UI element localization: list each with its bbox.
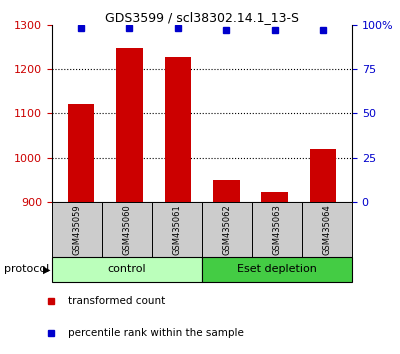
Text: GSM435063: GSM435063 (272, 204, 282, 255)
Title: GDS3599 / scl38302.14.1_13-S: GDS3599 / scl38302.14.1_13-S (105, 11, 299, 24)
Bar (68, 104, 94, 202)
Bar (252, 202, 302, 257)
Text: GSM435064: GSM435064 (322, 204, 332, 255)
Bar (52, 202, 102, 257)
Bar (152, 202, 202, 257)
Bar (310, 149, 336, 202)
Bar (202, 257, 352, 282)
Bar (164, 57, 191, 202)
Bar (102, 202, 152, 257)
Text: percentile rank within the sample: percentile rank within the sample (68, 328, 244, 338)
Bar (202, 202, 252, 257)
Text: transformed count: transformed count (68, 296, 166, 307)
Bar (52, 257, 202, 282)
Text: ▶: ▶ (43, 264, 51, 274)
Text: Eset depletion: Eset depletion (237, 264, 317, 274)
Text: GSM435061: GSM435061 (172, 204, 182, 255)
Bar (261, 192, 288, 202)
Text: GSM435060: GSM435060 (122, 204, 132, 255)
Bar (213, 180, 240, 202)
Bar (302, 202, 352, 257)
Text: GSM435062: GSM435062 (222, 204, 232, 255)
Bar (116, 48, 143, 202)
Text: GSM435059: GSM435059 (72, 204, 82, 255)
Text: control: control (108, 264, 146, 274)
Text: protocol: protocol (4, 264, 49, 274)
